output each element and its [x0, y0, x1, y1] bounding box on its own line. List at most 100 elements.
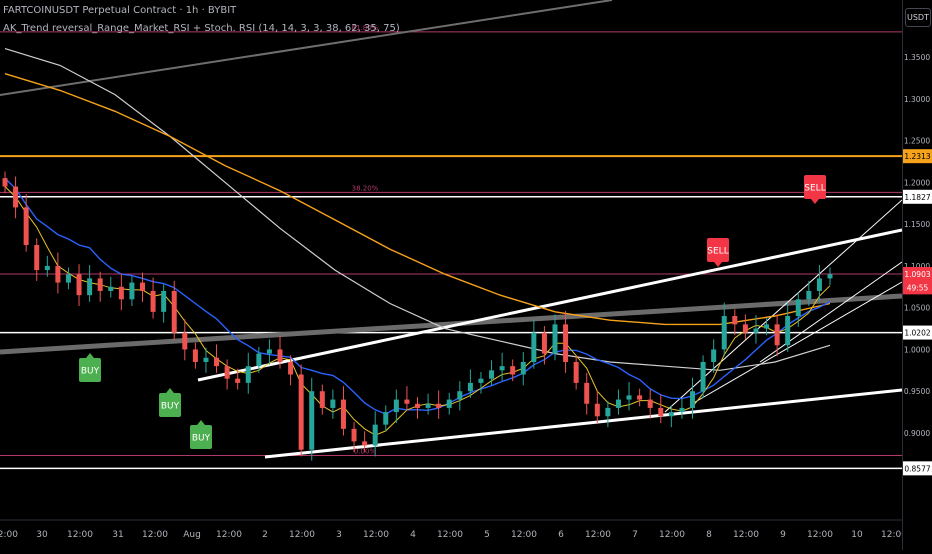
buy-signal: BUY: [159, 388, 181, 417]
price-tick-label: 1.2500: [904, 137, 930, 146]
candle-body: [404, 399, 410, 404]
price-tick-label: 1.1000: [904, 262, 930, 271]
signal-pointer: [166, 388, 174, 393]
fib-label: 0.00%: [354, 448, 377, 456]
signal-pointer: [197, 420, 205, 425]
candle-body: [816, 278, 822, 291]
candle-body: [732, 316, 738, 325]
sell-signal: SELL: [804, 175, 826, 204]
candle-body: [827, 274, 833, 279]
candle-body: [721, 316, 727, 350]
time-tick-label: 3: [336, 530, 342, 540]
price-tick-label: 0.9500: [904, 387, 930, 396]
signal-box: [79, 358, 101, 382]
signal-box: [159, 393, 181, 417]
candle-body: [340, 399, 346, 429]
signal-pointer: [714, 262, 722, 267]
indicator-legend[interactable]: AK_Trend reversal_Range_Market_RSI + Sto…: [3, 23, 400, 34]
candle-body: [446, 399, 452, 408]
candle-body: [531, 332, 537, 362]
price-axis[interactable]: 1.3500 1.3000 1.2500 1.2000 1.1500 1.1000 1.05…: [902, 0, 932, 550]
trend-line: [689, 281, 903, 406]
candle-body: [288, 361, 294, 375]
price-tag-label: 1.0202: [904, 329, 930, 338]
time-tick-label: 12:00: [881, 530, 907, 540]
candle-body: [690, 391, 695, 408]
ma-line: [4, 48, 831, 371]
candle-body: [383, 412, 389, 425]
time-tick-label: 2: [262, 530, 268, 540]
time-tick-label: 12:00: [585, 530, 611, 540]
time-tick-label: 12:00: [216, 530, 242, 540]
time-tick-label: 12:00: [0, 530, 18, 540]
candle-body: [605, 407, 611, 417]
signal-label: SELL: [804, 184, 825, 194]
candle-body: [214, 357, 220, 367]
candle-body: [457, 391, 463, 400]
candle-body: [65, 274, 71, 283]
trend-line: [759, 261, 903, 363]
currency-button[interactable]: USDT: [905, 8, 931, 27]
candle-body: [658, 407, 664, 417]
time-tick-label: 7: [632, 530, 638, 540]
price-tick-label: 1.0500: [904, 304, 930, 313]
time-tick-label: 9: [780, 530, 786, 540]
buy-signal: BUY: [190, 420, 212, 449]
price-tag: [903, 461, 932, 476]
price-tag: [903, 280, 932, 295]
price-tag-label: 1.1827: [904, 193, 930, 202]
signal-box: [190, 425, 212, 449]
candle-body: [563, 324, 569, 362]
candle-body: [573, 361, 579, 383]
time-tick-label: 31: [112, 530, 123, 540]
time-tick-label: 6: [558, 530, 564, 540]
candle-body: [679, 407, 685, 413]
candle-body: [34, 245, 40, 271]
candle-body: [478, 378, 484, 383]
price-tag-label: 1.0903: [904, 270, 930, 279]
candle-body: [23, 207, 29, 245]
candle-body: [87, 278, 93, 296]
time-tick-label: 12:00: [807, 530, 833, 540]
candle-body: [224, 366, 230, 379]
price-tick-label: 1.3000: [904, 95, 930, 104]
candle-body: [309, 391, 315, 450]
candle-body: [774, 324, 780, 346]
candle-body: [319, 391, 325, 408]
symbol-title: FARTCOINUSDT Perpetual Contract · 1h · B…: [3, 5, 237, 16]
trend-line: [264, 388, 903, 459]
time-tick-label: 8: [706, 530, 712, 540]
candle-body: [467, 382, 473, 392]
candle-body: [55, 265, 61, 283]
candle-body: [584, 382, 590, 404]
candle-body: [2, 178, 8, 187]
candle-body: [594, 403, 600, 417]
price-tag-label: 0.8577: [904, 464, 930, 473]
candle-body: [76, 274, 82, 296]
candle-body: [764, 324, 770, 329]
candle-body: [510, 366, 516, 375]
candle-body: [499, 366, 505, 371]
signal-box: [804, 175, 826, 199]
candle-body: [150, 290, 156, 312]
candle-body: [108, 286, 114, 291]
time-tick-label: 5: [484, 530, 490, 540]
candle-body: [256, 353, 262, 367]
candle-body: [753, 328, 759, 333]
candle-body: [203, 357, 209, 362]
signal-label: BUY: [81, 367, 100, 377]
price-tag: [903, 189, 932, 204]
candle-body: [541, 332, 547, 354]
candle-body: [266, 349, 272, 354]
time-tick-label: 12:00: [142, 530, 168, 540]
buy-signal: BUY: [79, 353, 101, 382]
price-tick-label: 1.0000: [904, 345, 930, 354]
price-tag: [903, 266, 932, 281]
candle-body: [235, 378, 241, 383]
time-tick-label: 30: [36, 530, 48, 540]
candle-body: [161, 290, 167, 312]
candle-body: [351, 428, 357, 442]
trend-line: [0, 293, 903, 355]
